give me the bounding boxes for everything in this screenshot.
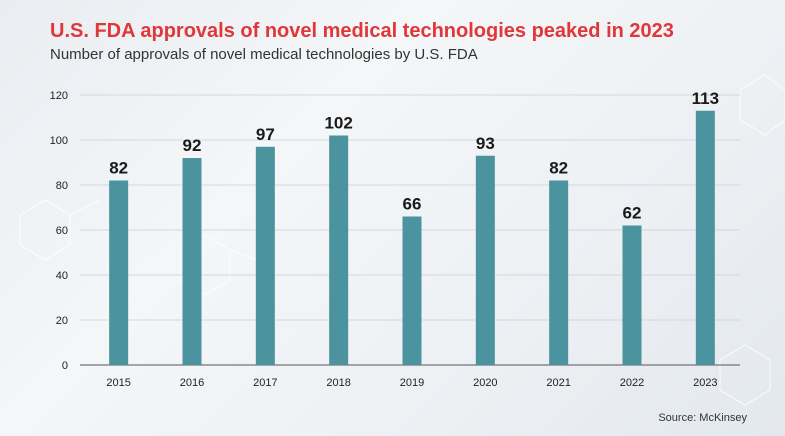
y-tick-label: 120	[50, 90, 68, 102]
data-label-2019: 66	[403, 195, 422, 214]
bar-2018	[329, 135, 349, 365]
source-note: Source: McKinsey	[658, 412, 747, 424]
x-tick-label-2023: 2023	[693, 377, 717, 389]
y-tick-label: 100	[50, 135, 68, 147]
bar-2015	[109, 180, 129, 365]
data-labels: 82 92 97 102 66 93 82 62 113	[109, 89, 719, 223]
x-tick-label-2018: 2018	[326, 377, 350, 389]
x-axis-ticks: 2015 2016 2017 2018 2019 2020 2021 2022 2023	[106, 377, 717, 389]
x-tick-label-2016: 2016	[180, 377, 204, 389]
bar-2022	[622, 225, 642, 365]
data-label-2023: 113	[692, 89, 719, 108]
data-label-2016: 92	[183, 136, 202, 155]
data-label-2022: 62	[623, 204, 642, 223]
x-tick-label-2019: 2019	[400, 377, 424, 389]
y-tick-label: 60	[56, 225, 68, 237]
data-label-2015: 82	[109, 159, 128, 178]
bar-2021	[549, 180, 569, 365]
data-label-2021: 82	[549, 159, 568, 178]
data-label-2018: 102	[324, 114, 352, 133]
y-axis-ticks: 0 20 40 60 80 100 120	[50, 90, 68, 372]
x-tick-label-2020: 2020	[473, 377, 497, 389]
bar-2016	[182, 158, 202, 365]
chart-subtitle: Number of approvals of novel medical tec…	[50, 46, 478, 63]
bar-2020	[475, 155, 495, 365]
bar-2017	[255, 146, 275, 365]
data-label-2020: 93	[476, 134, 495, 153]
data-label-2017: 97	[256, 125, 275, 144]
x-tick-label-2022: 2022	[620, 377, 644, 389]
bar-2019	[402, 216, 422, 365]
y-tick-label: 0	[62, 360, 68, 372]
y-tick-label: 40	[56, 270, 68, 282]
chart-title: U.S. FDA approvals of novel medical tech…	[50, 20, 674, 42]
x-tick-label-2015: 2015	[106, 377, 130, 389]
x-tick-label-2021: 2021	[546, 377, 570, 389]
y-tick-label: 20	[56, 315, 68, 327]
y-tick-label: 80	[56, 180, 68, 192]
bar-2023	[695, 110, 715, 365]
x-tick-label-2017: 2017	[253, 377, 277, 389]
bars	[109, 110, 715, 365]
